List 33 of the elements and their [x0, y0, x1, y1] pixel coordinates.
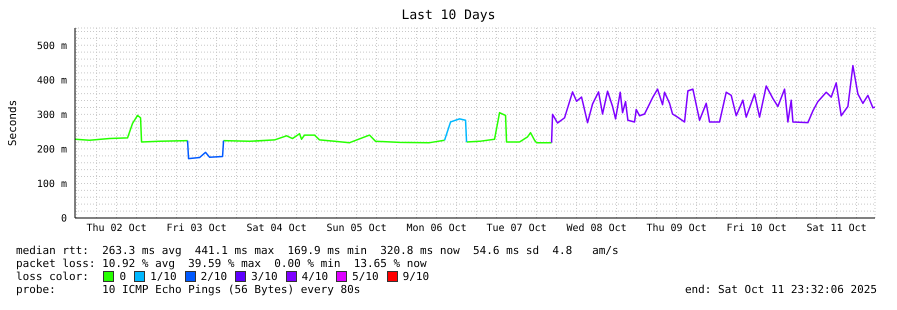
x-tick-label: Mon 06 Oct [406, 223, 467, 234]
y-tick-label: 400 m [36, 75, 67, 86]
legend-label: 1/10 [150, 270, 177, 283]
x-tick-label: Sun 05 Oct [326, 223, 387, 234]
x-tick-label: Thu 09 Oct [646, 223, 707, 234]
text: packet loss: 10.92 % avg 39.59 % max 0.00 % min 13.65 % now [16, 257, 428, 270]
y-axis-title: Seconds [6, 100, 19, 146]
text: median rtt: 263.3 ms avg 441.1 ms max 169.9 ms min 320.8 ms now 54.6 ms sd 4.8 am/s [16, 244, 620, 257]
text: end: Sat Oct 11 23:32:06 2025 [684, 283, 877, 296]
line-series [550, 64, 875, 144]
text: probe: 10 ICMP Echo Pings (56 Bytes) every 80s [16, 283, 360, 296]
chart-title: Last 10 Days [400, 8, 496, 24]
legend-label: 5/10 [352, 270, 379, 283]
x-tick-label: Sat 04 Oct [246, 223, 307, 234]
legend-label: 0 [119, 270, 126, 283]
line-series [186, 140, 224, 160]
x-tick-label: Sat 11 Oct [806, 223, 867, 234]
y-tick-label: 0 [60, 214, 67, 225]
legend-label: 2/10 [200, 270, 228, 283]
line-series [444, 118, 468, 143]
y-tick-label: 100 m [36, 179, 67, 190]
x-tick-label: Fri 10 Oct [726, 223, 787, 234]
x-tick-label: Fri 03 Oct [166, 223, 227, 234]
legend-label: 9/10 [402, 270, 430, 283]
x-tick-label: Tue 07 Oct [486, 223, 547, 234]
legend-label: 4/10 [302, 270, 328, 283]
legend-label: 3/10 [251, 270, 278, 283]
y-tick-label: 200 m [36, 144, 67, 156]
x-tick-label: Wed 08 Oct [566, 223, 627, 234]
y-tick-label: 300 m [36, 110, 67, 121]
legend-title: loss color: [16, 270, 90, 283]
y-tick-label: 500 m [36, 40, 67, 52]
x-tick-label: Thu 02 Oct [86, 223, 147, 234]
